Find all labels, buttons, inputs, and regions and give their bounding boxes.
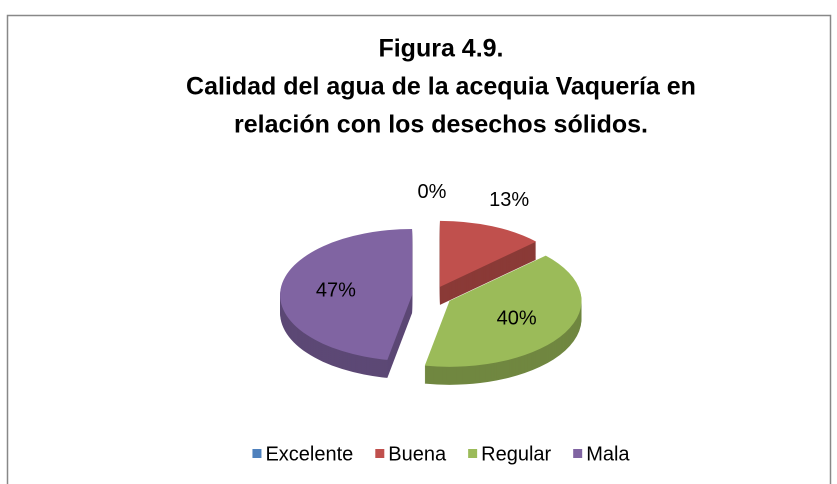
legend-label: Buena xyxy=(388,443,447,465)
legend-label: Regular xyxy=(481,443,551,465)
legend: Excelente Buena Regular Mala xyxy=(252,443,630,465)
legend-label: Mala xyxy=(586,443,630,465)
legend-swatch xyxy=(573,449,583,458)
data-label: 13% xyxy=(489,189,529,211)
chart-title: Calidad del agua de la acequia Vaquería … xyxy=(186,73,696,101)
slice xyxy=(424,255,582,367)
slice xyxy=(280,229,413,360)
data-label: 0% xyxy=(418,181,447,203)
chart-title: Figura 4.9. xyxy=(378,35,503,63)
legend-swatch xyxy=(375,449,385,458)
slice xyxy=(439,220,537,287)
legend-label: Excelente xyxy=(265,443,353,465)
legend-swatch xyxy=(468,449,478,458)
data-label: 40% xyxy=(497,308,537,330)
chart-title: relación con los desechos sólidos. xyxy=(234,111,648,139)
legend-swatch xyxy=(252,449,262,458)
chart-frame xyxy=(6,14,832,484)
data-label: 47% xyxy=(316,280,356,302)
